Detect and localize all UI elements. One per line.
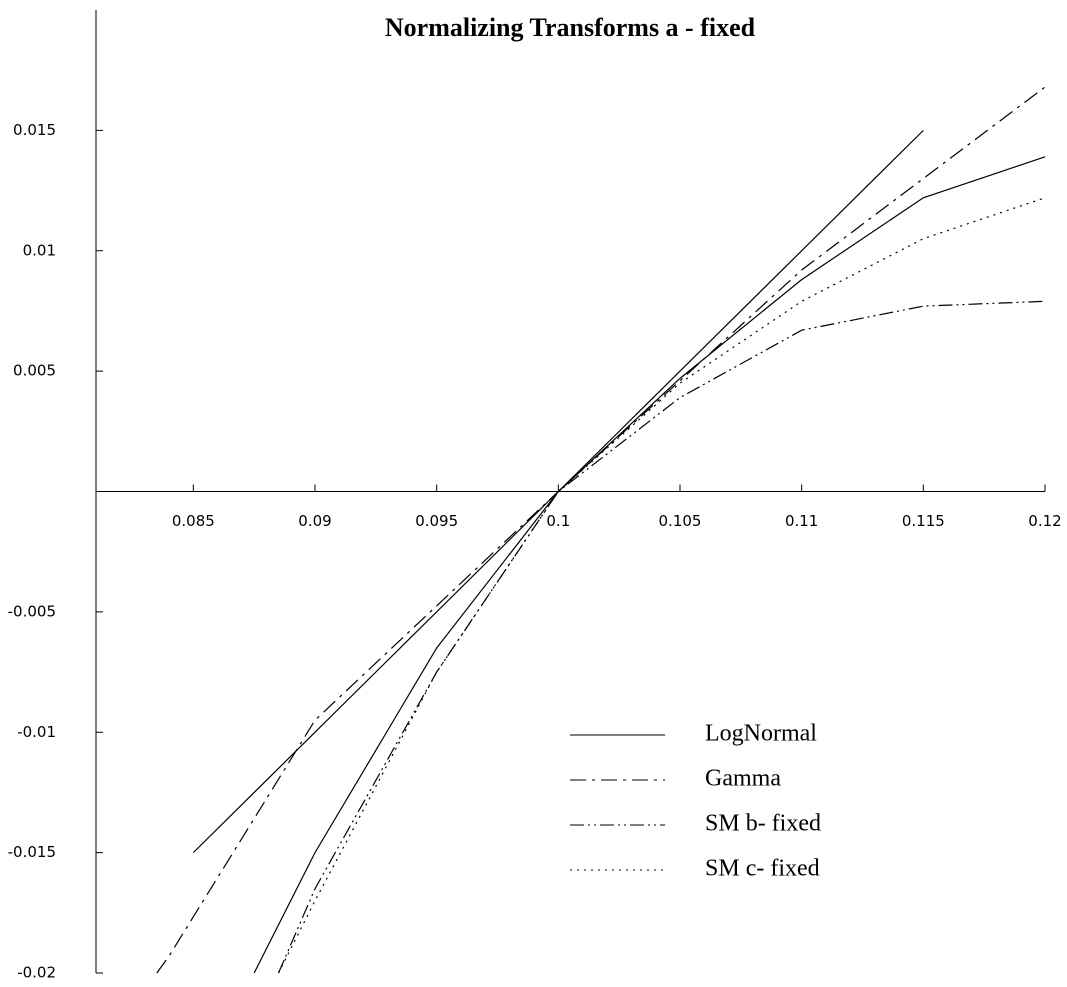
- x-tick-label: 0.095: [415, 512, 458, 530]
- legend-label: Gamma: [705, 766, 781, 792]
- legend-label: LogNormal: [705, 721, 817, 747]
- y-tick-label: 0.005: [13, 362, 56, 380]
- y-tick-label: -0.015: [8, 843, 56, 861]
- y-tick-label: 0.01: [23, 241, 56, 259]
- series-line: [253, 156, 1046, 974]
- y-tick-label: -0.01: [17, 723, 56, 741]
- x-tick-label: 0.11: [785, 512, 818, 530]
- x-tick-label: 0.09: [298, 512, 331, 530]
- y-tick-label: 0.015: [13, 121, 56, 139]
- legend-label: SM b- fixed: [705, 811, 821, 837]
- y-tick-label: -0.005: [8, 602, 56, 620]
- x-tick-label: 0.105: [659, 512, 702, 530]
- x-tick-label: 0.115: [902, 512, 945, 530]
- series-line: [156, 86, 1046, 974]
- x-tick-label: 0.1: [546, 512, 570, 530]
- series-line: [277, 300, 1046, 974]
- chart-title: Normalizing Transforms a - fixed: [385, 13, 756, 42]
- y-tick-label: -0.02: [17, 964, 56, 982]
- series-line: [277, 197, 1046, 974]
- legend-label: SM c- fixed: [705, 856, 820, 882]
- x-tick-label: 0.085: [172, 512, 215, 530]
- x-tick-label: 0.12: [1028, 512, 1061, 530]
